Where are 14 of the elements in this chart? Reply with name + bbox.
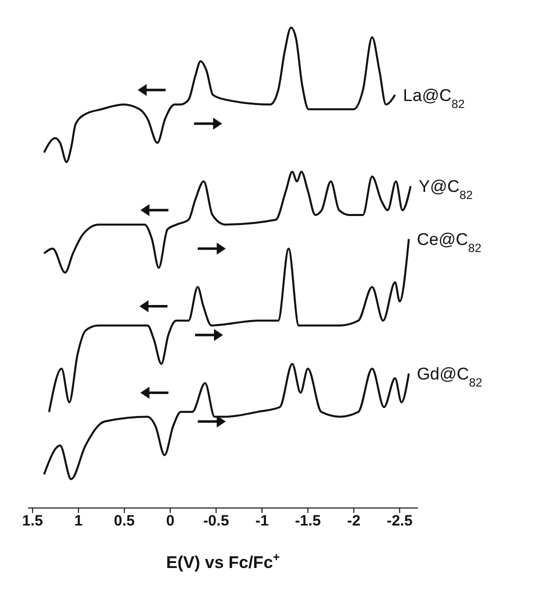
series-label: La@C$_{82}$ bbox=[403, 86, 466, 111]
x-tick-label: -2 bbox=[347, 512, 360, 530]
x-tick-label: 1.5 bbox=[22, 512, 44, 530]
series-label: Gd@C$_{82}$ bbox=[416, 364, 483, 390]
x-axis-title: E(V) vs Fc/Fc$^{+}$ bbox=[166, 550, 280, 572]
x-tick-label: -1.5 bbox=[294, 512, 321, 530]
x-tick-label: -0.5 bbox=[203, 512, 230, 530]
x-tick-label: -1 bbox=[255, 512, 269, 530]
x-tick-label: 0 bbox=[166, 512, 174, 530]
series-label: Y@C$_{82}$ bbox=[418, 177, 474, 202]
series-label: Ce@C$_{82}$ bbox=[416, 230, 482, 255]
x-tick-label: -2.5 bbox=[386, 512, 413, 530]
x-tick-label: 0.5 bbox=[114, 512, 135, 530]
x-tick-label: 1 bbox=[74, 512, 83, 530]
